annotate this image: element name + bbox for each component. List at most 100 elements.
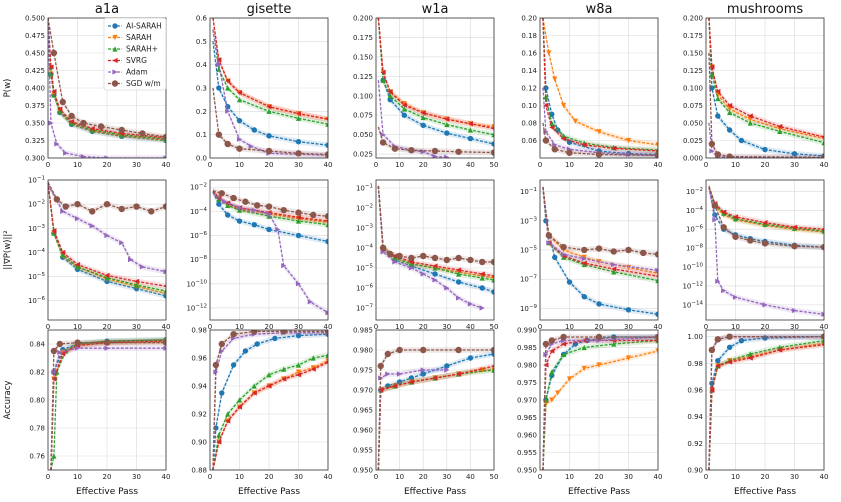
marker-SARAH+ (420, 114, 426, 121)
ytick-label: 10−2 (28, 200, 45, 209)
line-SGD w/m (708, 52, 824, 158)
xtick-label: 0 (208, 161, 212, 169)
legend-marker-SVRG (112, 57, 118, 64)
ytick-label: 10−4 (190, 207, 208, 216)
marker-SGD w/m (726, 153, 733, 158)
marker-SGD w/m (708, 140, 716, 148)
marker-SGD w/m (443, 256, 450, 264)
ytick-label: 0.950 (517, 467, 537, 475)
marker-SARAH+ (821, 228, 824, 234)
ytick-label: 0.6 (196, 15, 208, 23)
ytick-label: 0.2 (196, 108, 207, 116)
ytick-label: 0.3 (196, 85, 207, 93)
line-SARAH (542, 18, 658, 146)
line-AI-SARAH (212, 41, 328, 146)
ytick-label: 0.92 (191, 411, 207, 419)
marker-SGD w/m (118, 205, 125, 213)
marker-SVRG (216, 57, 222, 63)
ytick-label: 10−8 (190, 255, 208, 264)
axes-frame (47, 329, 167, 471)
marker-SVRG (74, 261, 81, 268)
marker-Adam (444, 154, 450, 158)
marker-SGD w/m (148, 208, 155, 215)
marker-SVRG (561, 341, 567, 347)
marker-SVRG (611, 145, 617, 151)
xtick-label: 40 (820, 473, 829, 481)
marker-SGD w/m (761, 240, 769, 247)
ytick-label: 0.985 (353, 327, 373, 335)
marker-SGD w/m (408, 254, 415, 262)
band-SARAH+ (50, 337, 166, 470)
marker-SGD w/m (162, 203, 166, 210)
ytick-label: 10−3 (520, 216, 538, 225)
marker-SGD w/m (820, 333, 824, 340)
marker-SARAH+ (48, 71, 54, 77)
marker-SARAH+ (491, 132, 494, 138)
axes-frame (47, 179, 167, 321)
marker-SVRG (456, 267, 462, 273)
xtick-label: 10 (395, 161, 404, 169)
axes-frame (375, 17, 495, 159)
series-group (708, 183, 824, 318)
marker-SVRG (581, 142, 587, 148)
marker-Adam (762, 302, 768, 308)
marker-AI-SARAH (420, 371, 426, 377)
xtick-label: 10 (235, 161, 244, 169)
xtick-label: 30 (624, 473, 633, 481)
axes-frame (375, 179, 495, 321)
marker-AI-SARAH (295, 138, 302, 145)
legend: AI-SARAH SARAH SARAH+ SVRG Adam SGD w/m (103, 17, 167, 91)
band-Adam (708, 184, 824, 318)
panel-title-mushrooms: mushrooms (727, 2, 804, 17)
panel-gisette-accuracy: 0.88 0.90 0.92 0.94 0.96 0.98 0 10 20 30 40 (191, 327, 332, 482)
ytick-exponent: −6 (365, 284, 374, 290)
ytick-label: 0.94 (191, 383, 207, 391)
panel-w1a-gradnorm: 10−1 10−2 10−3 10−4 10−5 10−6 10−7 0 10 20 30 40 50 (356, 179, 498, 331)
ytick-exponent: −4 (37, 248, 46, 254)
marker-SVRG (727, 359, 733, 365)
xtick-label: 0 (208, 323, 212, 331)
marker-SARAH+ (57, 108, 63, 114)
marker-Adam (456, 295, 462, 301)
legend-label-AI-SARAH: AI-SARAH (126, 22, 162, 31)
marker-SVRG (281, 376, 287, 382)
marker-SVRG (655, 149, 658, 153)
xtick-label: 10 (731, 161, 740, 169)
marker-SGD w/m (89, 208, 96, 215)
marker-SARAH (625, 137, 632, 144)
marker-Adam (791, 307, 798, 314)
xtick-label: 0 (46, 161, 50, 169)
marker-Adam (139, 264, 145, 270)
ytick-label: 0.200 (353, 15, 373, 23)
ytick-label: 0.100 (353, 92, 373, 100)
marker-SARAH+ (655, 278, 658, 284)
marker-SARAH+ (281, 366, 287, 372)
ytick-label: 0.100 (683, 85, 703, 93)
line-SGD w/m (377, 185, 494, 263)
marker-SARAH+ (69, 120, 75, 126)
band-SVRG (48, 180, 166, 290)
marker-SARAH+ (133, 282, 140, 288)
marker-SVRG (378, 387, 384, 393)
series-group (212, 188, 328, 316)
ytick-label: 10−12 (186, 303, 207, 312)
marker-SGD w/m (732, 233, 739, 240)
marker-SGD w/m (431, 254, 439, 262)
ytick-label: 0.075 (353, 112, 373, 120)
ytick-label: 0.975 (517, 379, 537, 387)
ytick-exponent: −5 (37, 272, 46, 278)
xtick-label: 30 (442, 161, 451, 169)
marker-SGD w/m (566, 149, 573, 156)
xlabel-mushrooms: Effective Pass (734, 487, 796, 497)
ytick-label: 0.76 (29, 453, 45, 461)
band-SGD w/m (378, 124, 494, 156)
marker-Adam (444, 285, 450, 291)
marker-Adam (295, 281, 302, 287)
marker-SGD w/m (595, 333, 603, 341)
axes-frame (209, 17, 329, 159)
xtick-label: 0 (538, 161, 542, 169)
ytick-exponent: −6 (695, 225, 704, 231)
xlabel-gisette: Effective Pass (238, 487, 300, 497)
marker-SVRG (408, 379, 414, 385)
ytick-exponent: −4 (199, 207, 208, 213)
